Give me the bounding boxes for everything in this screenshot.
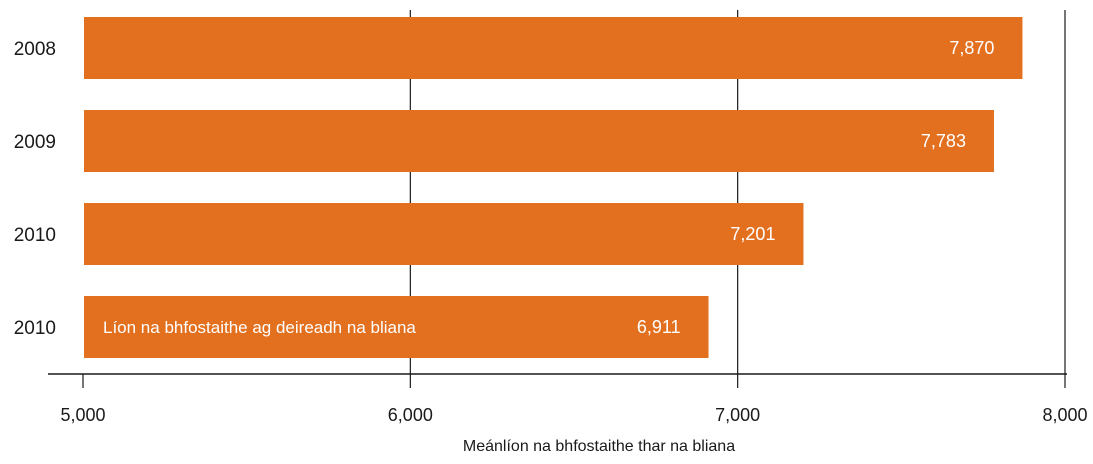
x-axis-label: Meánlíon na bhfostaithe thar na bliana xyxy=(463,438,735,455)
value-label-0: 7,870 xyxy=(949,38,994,58)
value-label-1: 7,783 xyxy=(921,131,966,151)
x-tick-label-5000: 5,000 xyxy=(60,405,105,425)
x-tick-label-6000: 6,000 xyxy=(388,405,433,425)
category-label-1: 2009 xyxy=(14,132,56,153)
value-label-3: 6,911 xyxy=(637,317,681,337)
category-label-0: 2008 xyxy=(14,39,56,60)
bar-3 xyxy=(84,296,709,358)
x-tick-label-8000: 8,000 xyxy=(1042,405,1087,425)
value-label-2: 7,201 xyxy=(730,224,775,244)
x-tick-label-7000: 7,000 xyxy=(715,405,760,425)
bar-0 xyxy=(84,17,1023,79)
category-label-3: 2010 xyxy=(14,318,56,339)
bar-inner-label-3: Líon na bhfostaithe ag deireadh na blian… xyxy=(103,318,416,337)
category-label-2: 2010 xyxy=(14,225,56,246)
bar-1 xyxy=(84,110,994,172)
bar-2 xyxy=(84,203,804,265)
